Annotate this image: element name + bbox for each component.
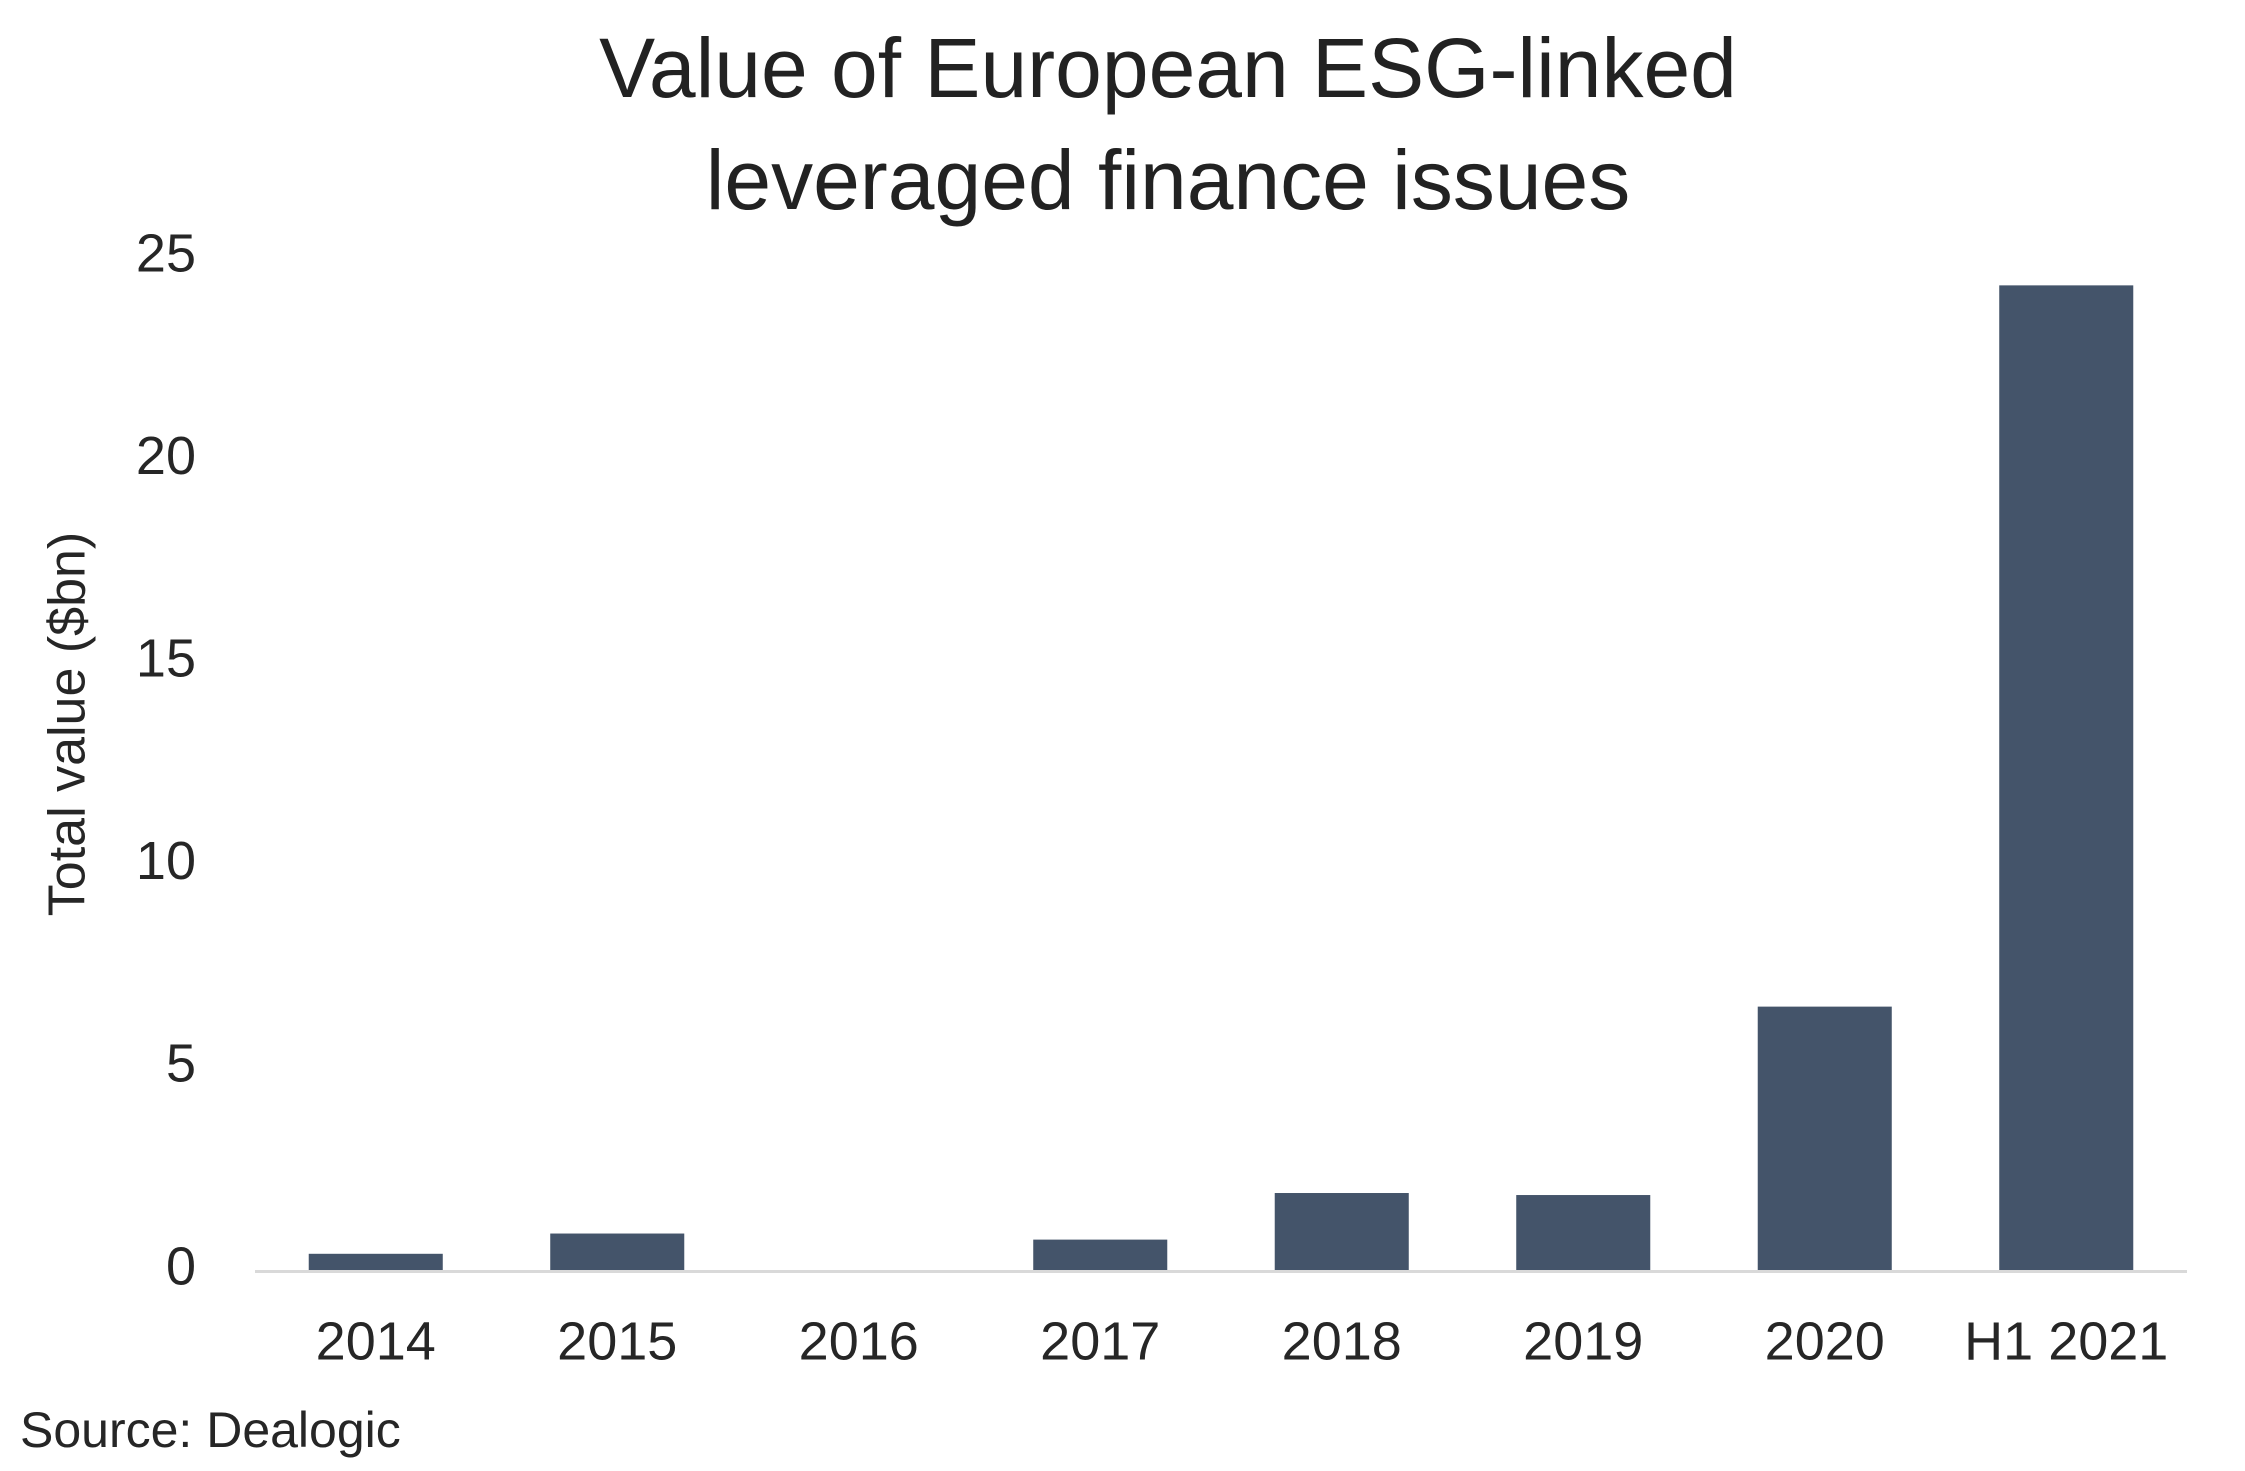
y-tick-label: 25: [136, 223, 196, 283]
chart-title-line-2: leveraged finance issues: [705, 133, 1631, 227]
bar-2020: [1757, 1006, 1892, 1270]
x-tick-label: 2019: [1523, 1311, 1643, 1371]
bar-2018: [1274, 1193, 1409, 1270]
bar-h1-2021: [1999, 285, 2134, 1270]
x-tick-label: 2014: [316, 1311, 436, 1371]
x-tick-label: 2016: [799, 1311, 919, 1371]
y-tick-label: 5: [166, 1034, 196, 1094]
x-tick-label: 2020: [1765, 1311, 1885, 1371]
y-axis-label: Total value ($bn): [39, 532, 97, 916]
x-tick-label: 2018: [1282, 1311, 1402, 1371]
bar-2014: [308, 1253, 443, 1270]
y-axis-ticks: 0 5 10 15 20 25: [136, 223, 196, 1296]
bar-2017: [1033, 1239, 1168, 1270]
bar-2015: [550, 1233, 685, 1270]
x-tick-label: H1 2021: [1964, 1311, 2168, 1371]
x-tick-label: 2015: [557, 1311, 677, 1371]
y-tick-label: 10: [136, 831, 196, 891]
x-tick-label: 2017: [1040, 1311, 1160, 1371]
y-tick-label: 20: [136, 426, 196, 486]
bars: [308, 285, 2134, 1270]
source-note: Source: Dealogic: [20, 1402, 401, 1458]
y-tick-label: 15: [136, 628, 196, 688]
y-tick-label: 0: [166, 1236, 196, 1296]
bar-2019: [1516, 1195, 1651, 1270]
x-axis-ticks: 2014 2015 2016 2017 2018 2019 2020 H1 2021: [316, 1311, 2169, 1371]
chart-title-line-1: Value of European ESG-linked: [599, 21, 1737, 115]
